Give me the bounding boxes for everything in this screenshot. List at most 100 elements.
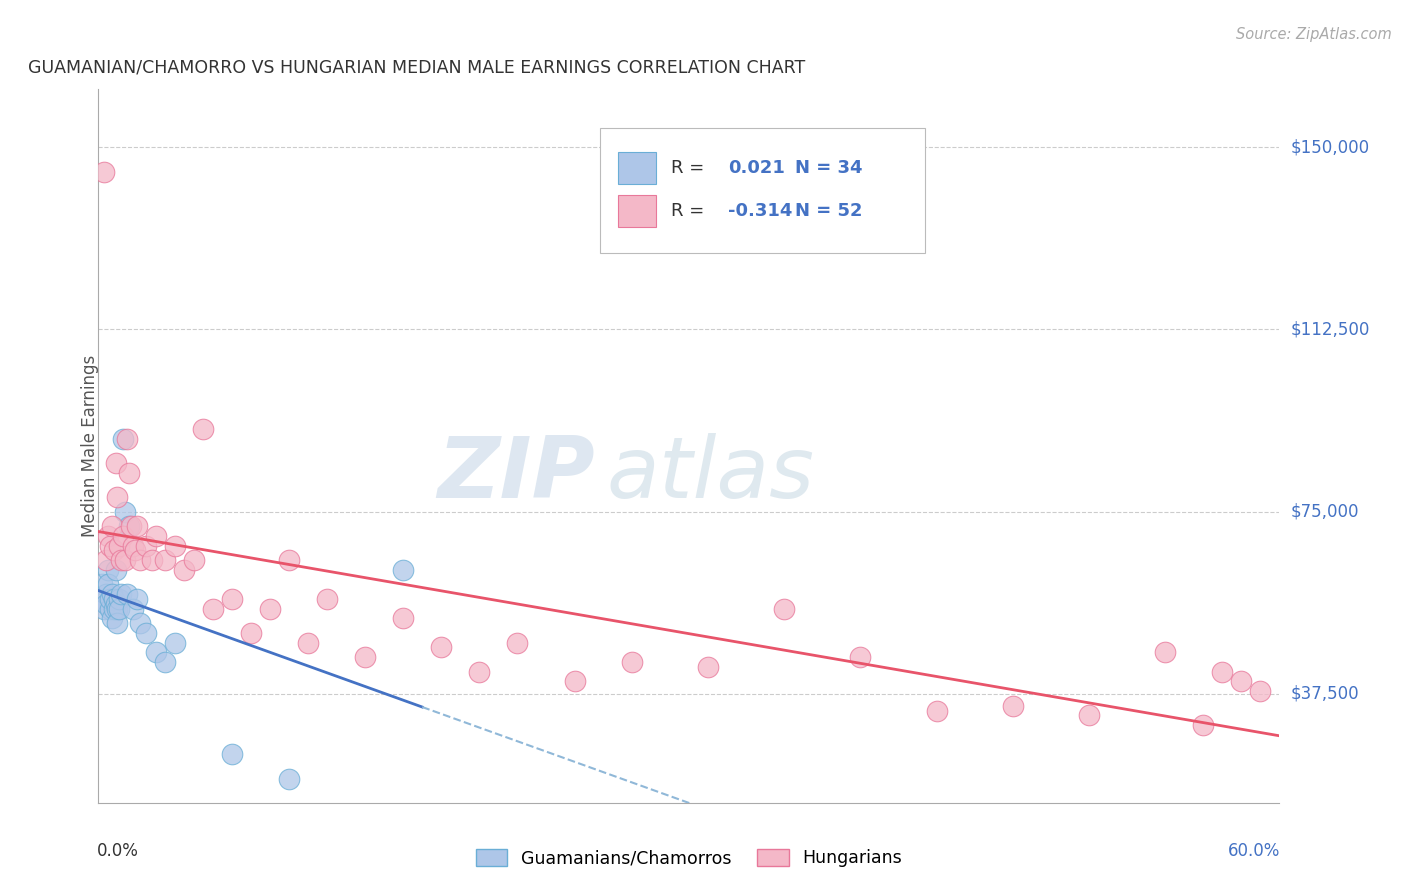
FancyBboxPatch shape	[619, 152, 655, 184]
Point	[118, 519, 141, 533]
Text: -0.314: -0.314	[728, 202, 793, 219]
Point	[97, 529, 120, 543]
Text: N = 34: N = 34	[796, 159, 863, 177]
Point	[145, 529, 167, 543]
Text: $150,000: $150,000	[1291, 138, 1369, 156]
Point	[1211, 665, 1233, 679]
Point	[773, 601, 796, 615]
Point	[468, 665, 491, 679]
Text: Source: ZipAtlas.com: Source: ZipAtlas.com	[1236, 27, 1392, 42]
Point	[115, 587, 138, 601]
Point	[297, 635, 319, 649]
Point	[193, 422, 215, 436]
Point	[1001, 698, 1024, 713]
Point	[94, 553, 117, 567]
Point	[239, 626, 262, 640]
Point	[94, 597, 117, 611]
Point	[221, 591, 243, 606]
Point	[135, 539, 157, 553]
Text: R =: R =	[671, 159, 710, 177]
Point	[173, 563, 195, 577]
Point	[108, 539, 131, 553]
Point	[100, 519, 122, 533]
Text: N = 52: N = 52	[796, 202, 863, 219]
Point	[107, 616, 129, 631]
Point	[163, 635, 186, 649]
Point	[277, 772, 299, 786]
Text: atlas: atlas	[606, 433, 814, 516]
Point	[221, 747, 243, 762]
Point	[98, 591, 121, 606]
Point	[100, 611, 122, 625]
Point	[564, 674, 586, 689]
Point	[145, 645, 167, 659]
Point	[104, 597, 127, 611]
Point	[129, 553, 152, 567]
Point	[163, 539, 186, 553]
FancyBboxPatch shape	[600, 128, 925, 253]
Point	[103, 601, 125, 615]
Text: ZIP: ZIP	[437, 433, 595, 516]
Point	[430, 640, 453, 655]
Point	[620, 655, 643, 669]
Point	[107, 490, 129, 504]
Point	[120, 519, 142, 533]
Point	[153, 553, 176, 567]
Point	[98, 539, 121, 553]
Point	[98, 601, 121, 615]
Point	[115, 432, 138, 446]
Point	[124, 543, 146, 558]
Point	[112, 529, 135, 543]
Point	[112, 432, 135, 446]
Point	[97, 563, 120, 577]
Point	[125, 519, 148, 533]
Point	[110, 587, 132, 601]
Point	[93, 591, 115, 606]
Point	[1249, 684, 1271, 698]
Point	[94, 587, 117, 601]
Point	[129, 616, 152, 631]
Point	[103, 543, 125, 558]
Point	[925, 704, 948, 718]
Text: $75,000: $75,000	[1291, 502, 1360, 521]
Point	[354, 650, 377, 665]
Point	[316, 591, 339, 606]
Point	[1230, 674, 1253, 689]
Point	[506, 635, 529, 649]
Point	[104, 456, 127, 470]
Point	[104, 563, 127, 577]
Text: $112,500: $112,500	[1291, 320, 1369, 338]
Point	[108, 591, 131, 606]
Point	[277, 553, 299, 567]
Text: $37,500: $37,500	[1291, 684, 1360, 703]
Point	[183, 553, 205, 567]
Point	[114, 504, 136, 518]
Point	[141, 553, 163, 567]
Point	[108, 601, 131, 615]
Point	[1078, 708, 1101, 723]
FancyBboxPatch shape	[619, 194, 655, 227]
Point	[93, 165, 115, 179]
Point	[93, 601, 115, 615]
Point	[103, 591, 125, 606]
Text: 0.021: 0.021	[728, 159, 785, 177]
Y-axis label: Median Male Earnings: Median Male Earnings	[82, 355, 98, 537]
Point	[259, 601, 281, 615]
Point	[110, 553, 132, 567]
Point	[107, 601, 129, 615]
Text: R =: R =	[671, 202, 710, 219]
Point	[392, 611, 415, 625]
Point	[849, 650, 872, 665]
Point	[392, 563, 415, 577]
Point	[697, 660, 720, 674]
Point	[91, 577, 114, 591]
Point	[125, 591, 148, 606]
Point	[118, 466, 141, 480]
Text: 0.0%: 0.0%	[97, 842, 139, 860]
Point	[153, 655, 176, 669]
Point	[97, 577, 120, 591]
Point	[121, 539, 143, 553]
Point	[135, 626, 157, 640]
Point	[121, 601, 143, 615]
Point	[100, 587, 122, 601]
